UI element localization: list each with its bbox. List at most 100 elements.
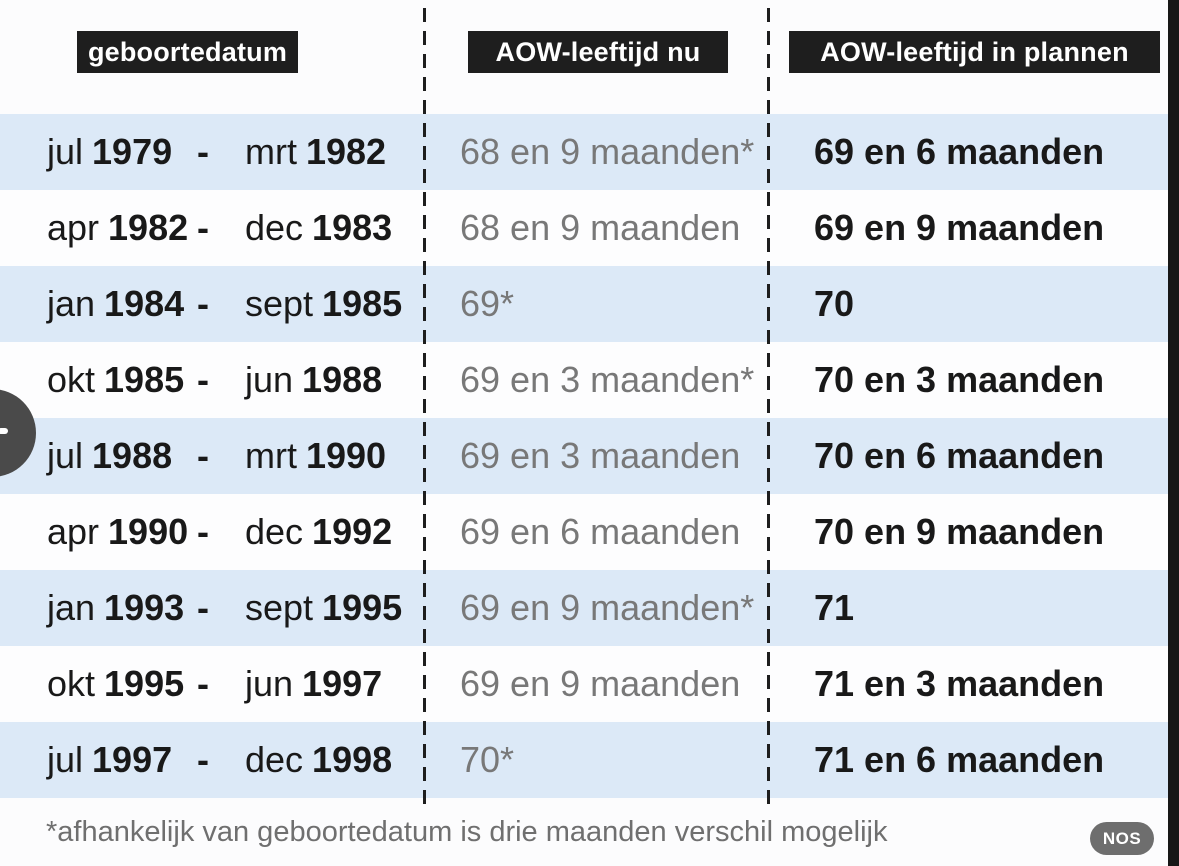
aow-age-now-value: 69* xyxy=(460,283,515,324)
birthdate-from: jan 1993 xyxy=(47,570,184,646)
aow-age-planned-value: 71 en 3 maanden xyxy=(814,663,1105,704)
birthdate-to-month: jun xyxy=(245,663,294,704)
left-arrow-icon xyxy=(0,428,8,434)
birthdate-from: jul 1997 xyxy=(47,722,172,798)
birthdate-from-month: jul xyxy=(47,435,84,476)
birthdate-to-year: 1997 xyxy=(302,663,383,704)
range-dash: - xyxy=(197,587,209,628)
range-dash: - xyxy=(197,511,209,552)
column-divider-1 xyxy=(423,8,426,806)
birthdate-from-year: 1997 xyxy=(92,739,173,780)
birthdate-from-year: 1988 xyxy=(92,435,173,476)
aow-age-now-value: 68 en 9 maanden xyxy=(460,207,741,248)
birthdate-from-month: jan xyxy=(47,283,96,324)
birthdate-from-month: apr xyxy=(47,511,100,552)
aow-age-now-value: 69 en 6 maanden xyxy=(460,511,741,552)
birthdate-to-year: 1983 xyxy=(312,207,393,248)
birthdate-to-year: 1995 xyxy=(322,587,403,628)
birthdate-to-year: 1998 xyxy=(312,739,393,780)
birthdate-to-month: mrt xyxy=(245,131,297,172)
birthdate-to: dec 1992 xyxy=(245,494,392,570)
birthdate-to-month: dec xyxy=(245,207,304,248)
footnote: *afhankelijk van geboortedatum is drie m… xyxy=(46,815,888,848)
birthdate-from: okt 1995 xyxy=(47,646,184,722)
birthdate-to-month: mrt xyxy=(245,435,297,476)
birthdate-to-month: jun xyxy=(245,359,294,400)
birthdate-from: jan 1984 xyxy=(47,266,184,342)
aow-age-planned-value: 71 xyxy=(814,587,855,628)
birthdate-to: dec 1998 xyxy=(245,722,392,798)
table-row: jul 1997 - dec 1998 70* 71 en 6 maanden xyxy=(0,722,1168,798)
birthdate-from: okt 1985 xyxy=(47,342,184,418)
range-dash: - xyxy=(197,435,209,476)
aow-age-planned-value: 70 en 6 maanden xyxy=(814,435,1105,476)
birthdate-to: sept 1995 xyxy=(245,570,402,646)
aow-age-now-value: 69 en 9 maanden xyxy=(460,663,741,704)
birthdate-to: mrt 1982 xyxy=(245,114,386,190)
aow-age-now-value: 68 en 9 maanden* xyxy=(460,131,755,172)
birthdate-to-month: dec xyxy=(245,511,304,552)
table-row: jan 1993 - sept 1995 69 en 9 maanden* 71 xyxy=(0,570,1168,646)
right-edge-bar xyxy=(1168,0,1179,866)
range-dash: - xyxy=(197,207,209,248)
birthdate-from: jul 1988 xyxy=(47,418,172,494)
birthdate-from-year: 1990 xyxy=(108,511,189,552)
birthdate-from-year: 1993 xyxy=(104,587,185,628)
column-divider-2 xyxy=(767,8,770,806)
aow-age-now-value: 69 en 3 maanden* xyxy=(460,359,755,400)
birthdate-to-year: 1982 xyxy=(305,131,387,172)
column-header-aow-leeftijd-in-plannen: AOW-leeftijd in plannen xyxy=(789,31,1160,73)
birthdate-from-month: okt xyxy=(47,359,96,400)
birthdate-from-year: 1979 xyxy=(92,131,173,172)
birthdate-to: jun 1997 xyxy=(245,646,382,722)
birthdate-to-month: sept xyxy=(245,283,314,324)
column-header-aow-leeftijd-nu: AOW-leeftijd nu xyxy=(468,31,728,73)
birthdate-from-year: 1985 xyxy=(104,359,185,400)
range-dash: - xyxy=(197,131,209,172)
range-dash: - xyxy=(197,663,209,704)
aow-age-planned-value: 70 en 3 maanden xyxy=(814,359,1105,400)
aow-age-planned-value: 70 xyxy=(814,283,855,324)
aow-age-planned-value: 70 en 9 maanden xyxy=(814,511,1105,552)
birthdate-to-year: 1990 xyxy=(305,435,387,476)
aow-age-planned-value: 69 en 6 maanden xyxy=(814,131,1105,172)
birthdate-to: jun 1988 xyxy=(245,342,382,418)
birthdate-to: dec 1983 xyxy=(245,190,392,266)
aow-age-now-value: 69 en 9 maanden* xyxy=(460,587,755,628)
birthdate-to: sept 1985 xyxy=(245,266,402,342)
table-row: jan 1984 - sept 1985 69* 70 xyxy=(0,266,1168,342)
birthdate-to-month: dec xyxy=(245,739,304,780)
birthdate-to-year: 1992 xyxy=(312,511,393,552)
aow-age-now-value: 70* xyxy=(460,739,515,780)
birthdate-from-year: 1995 xyxy=(104,663,185,704)
birthdate-to-year: 1985 xyxy=(322,283,403,324)
birthdate-to-month: sept xyxy=(245,587,314,628)
birthdate-from-month: jan xyxy=(47,587,96,628)
range-dash: - xyxy=(197,283,209,324)
table-body: jul 1979 - mrt 1982 68 en 9 maanden* 69 en… xyxy=(0,114,1168,798)
birthdate-from-month: okt xyxy=(47,663,96,704)
birthdate-from: apr 1982 xyxy=(47,190,188,266)
nos-logo-badge: NOS xyxy=(1090,822,1154,855)
aow-age-now-value: 69 en 3 maanden xyxy=(460,435,741,476)
birthdate-from-year: 1982 xyxy=(108,207,189,248)
range-dash: - xyxy=(197,359,209,400)
birthdate-from-month: apr xyxy=(47,207,100,248)
birthdate-from-month: jul xyxy=(47,739,84,780)
table-row: jul 1979 - mrt 1982 68 en 9 maanden* 69 en… xyxy=(0,114,1168,190)
birthdate-from: jul 1979 xyxy=(47,114,172,190)
birthdate-to: mrt 1990 xyxy=(245,418,386,494)
column-header-geboortedatum: geboortedatum xyxy=(77,31,298,73)
table-row: apr 1990 - dec 1992 69 en 6 maanden 70 en … xyxy=(0,494,1168,570)
aow-age-planned-value: 69 en 9 maanden xyxy=(814,207,1105,248)
birthdate-to-year: 1988 xyxy=(302,359,383,400)
range-dash: - xyxy=(197,739,209,780)
birthdate-from: apr 1990 xyxy=(47,494,188,570)
birthdate-from-month: jul xyxy=(47,131,84,172)
table-row: okt 1985 - jun 1988 69 en 3 maanden* 70 en… xyxy=(0,342,1168,418)
table-row: apr 1982 - dec 1983 68 en 9 maanden 69 en … xyxy=(0,190,1168,266)
table-row: jul 1988 - mrt 1990 69 en 3 maanden 70 en … xyxy=(0,418,1168,494)
aow-age-planned-value: 71 en 6 maanden xyxy=(814,739,1105,780)
birthdate-from-year: 1984 xyxy=(104,283,185,324)
